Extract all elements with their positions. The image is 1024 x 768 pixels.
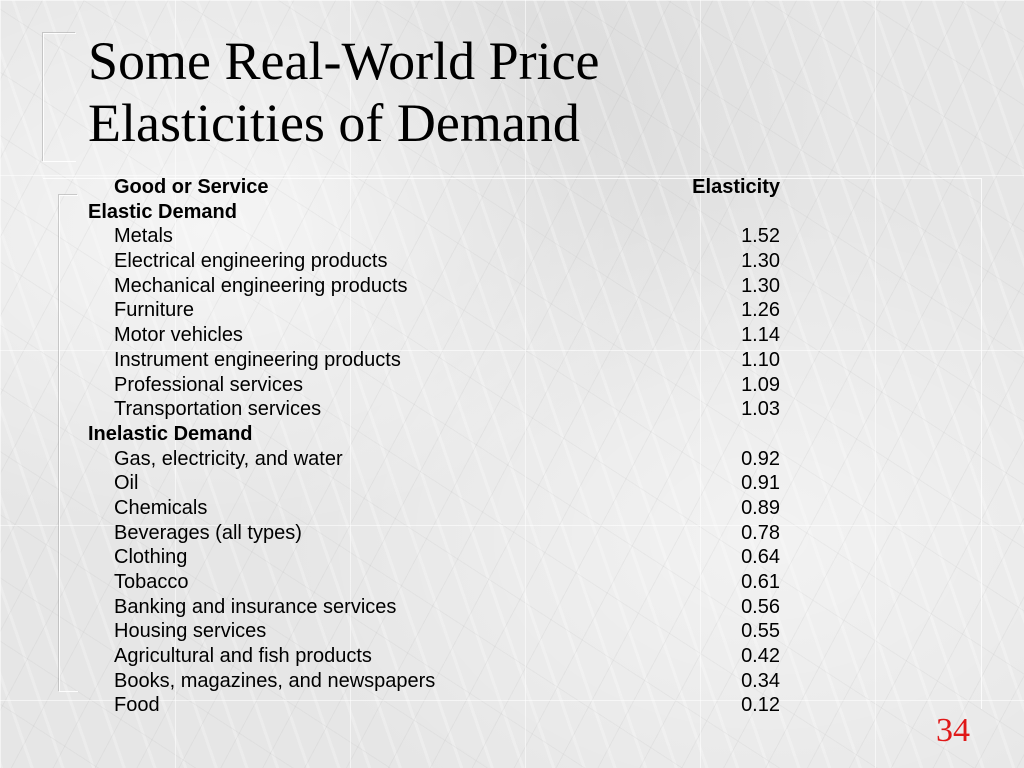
elasticity-value-cell: 0.64 bbox=[741, 546, 780, 569]
elasticity-value-cell: 1.30 bbox=[741, 250, 780, 273]
table-row: Motor vehicles 1.14 bbox=[88, 323, 780, 348]
table-row: Agricultural and fish products 0.42 bbox=[88, 644, 780, 669]
table-header-row: Good or Service Elasticity bbox=[88, 175, 780, 200]
elasticity-value-cell: 0.55 bbox=[741, 620, 780, 643]
table-row: Food 0.12 bbox=[88, 693, 780, 718]
table-row: Gas, electricity, and water 0.92 bbox=[88, 447, 780, 472]
good-or-service-cell: Mechanical engineering products bbox=[114, 274, 408, 297]
table-row: Professional services 1.09 bbox=[88, 373, 780, 398]
elasticity-table: Good or Service Elasticity Elastic Deman… bbox=[88, 175, 780, 718]
table-row: Books, magazines, and newspapers 0.34 bbox=[88, 669, 780, 694]
elasticity-value-cell: 1.26 bbox=[741, 299, 780, 322]
table-row: Metals 1.52 bbox=[88, 224, 780, 249]
table-row: Beverages (all types) 0.78 bbox=[88, 521, 780, 546]
table-row: Transportation services 1.03 bbox=[88, 397, 780, 422]
title-frame-decoration bbox=[43, 33, 76, 162]
section-label: Inelastic Demand bbox=[88, 422, 253, 445]
table-row: Clothing 0.64 bbox=[88, 545, 780, 570]
good-or-service-cell: Gas, electricity, and water bbox=[114, 447, 343, 470]
good-or-service-cell: Tobacco bbox=[114, 571, 189, 593]
elasticity-value-cell: 1.10 bbox=[741, 348, 780, 371]
good-or-service-cell: Professional services bbox=[114, 373, 303, 396]
good-or-service-cell: Food bbox=[114, 694, 160, 717]
table-row: Instrument engineering products 1.10 bbox=[88, 348, 780, 373]
good-or-service-cell: Housing services bbox=[114, 620, 267, 643]
good-or-service-cell: Chemicals bbox=[114, 496, 208, 519]
elasticity-value-cell: 0.42 bbox=[741, 645, 780, 668]
elasticity-value-cell: 0.56 bbox=[741, 595, 780, 618]
table-row: Banking and insurance services 0.56 bbox=[88, 595, 780, 620]
good-or-service-cell: Motor vehicles bbox=[114, 324, 243, 347]
elasticity-value-cell: 0.12 bbox=[741, 694, 780, 717]
table-row: Furniture 1.26 bbox=[88, 298, 780, 323]
column-header-good-or-service: Good or Service bbox=[114, 176, 269, 198]
elasticity-value-cell: 1.03 bbox=[741, 398, 780, 421]
good-or-service-cell: Instrument engineering products bbox=[114, 348, 401, 371]
slide-title-line-1: Some Real-World Price bbox=[88, 31, 600, 91]
elasticity-value-cell: 0.91 bbox=[741, 472, 780, 495]
good-or-service-cell: Clothing bbox=[114, 546, 188, 569]
slide-title-line-2: Elasticities of Demand bbox=[88, 93, 580, 153]
good-or-service-cell: Furniture bbox=[114, 299, 195, 322]
good-or-service-cell: Oil bbox=[114, 472, 139, 495]
good-or-service-cell: Banking and insurance services bbox=[114, 595, 397, 618]
table-frame-decoration bbox=[43, 178, 982, 709]
elasticity-value-cell: 1.09 bbox=[741, 373, 780, 396]
good-or-service-cell: Books, magazines, and newspapers bbox=[114, 669, 436, 692]
column-header-elasticity: Elasticity bbox=[692, 176, 780, 198]
good-or-service-cell: Agricultural and fish products bbox=[114, 645, 372, 668]
good-or-service-cell: Beverages (all types) bbox=[114, 521, 302, 544]
table-row: Housing services 0.55 bbox=[88, 619, 780, 644]
table-left-frame-decoration bbox=[59, 195, 78, 692]
section-header-row: Elastic Demand bbox=[88, 200, 780, 225]
table-row: Mechanical engineering products 1.30 bbox=[88, 274, 780, 299]
section-label: Elastic Demand bbox=[88, 200, 237, 223]
page-number: 34 bbox=[936, 712, 970, 749]
table-row: Tobacco 0.61 bbox=[88, 570, 780, 595]
table-row: Oil 0.91 bbox=[88, 471, 780, 496]
good-or-service-cell: Electrical engineering products bbox=[114, 250, 388, 273]
elasticity-value-cell: 0.89 bbox=[741, 496, 780, 519]
elasticity-value-cell: 1.52 bbox=[741, 225, 780, 248]
good-or-service-cell: Transportation services bbox=[114, 398, 322, 421]
elasticity-value-cell: 0.92 bbox=[741, 447, 780, 470]
section-header-row: Inelastic Demand bbox=[88, 422, 780, 447]
elasticity-value-cell: 0.34 bbox=[741, 669, 780, 692]
good-or-service-cell: Metals bbox=[114, 225, 173, 248]
table-row: Chemicals 0.89 bbox=[88, 496, 780, 521]
elasticity-value-cell: 1.30 bbox=[741, 274, 780, 297]
elasticity-value-cell: 1.14 bbox=[741, 324, 780, 347]
slide-title: Some Real-World Price Elasticities of De… bbox=[88, 30, 600, 154]
elasticity-value-cell: 0.78 bbox=[741, 521, 780, 544]
table-row: Electrical engineering products 1.30 bbox=[88, 249, 780, 274]
elasticity-value-cell: 0.61 bbox=[741, 571, 780, 593]
